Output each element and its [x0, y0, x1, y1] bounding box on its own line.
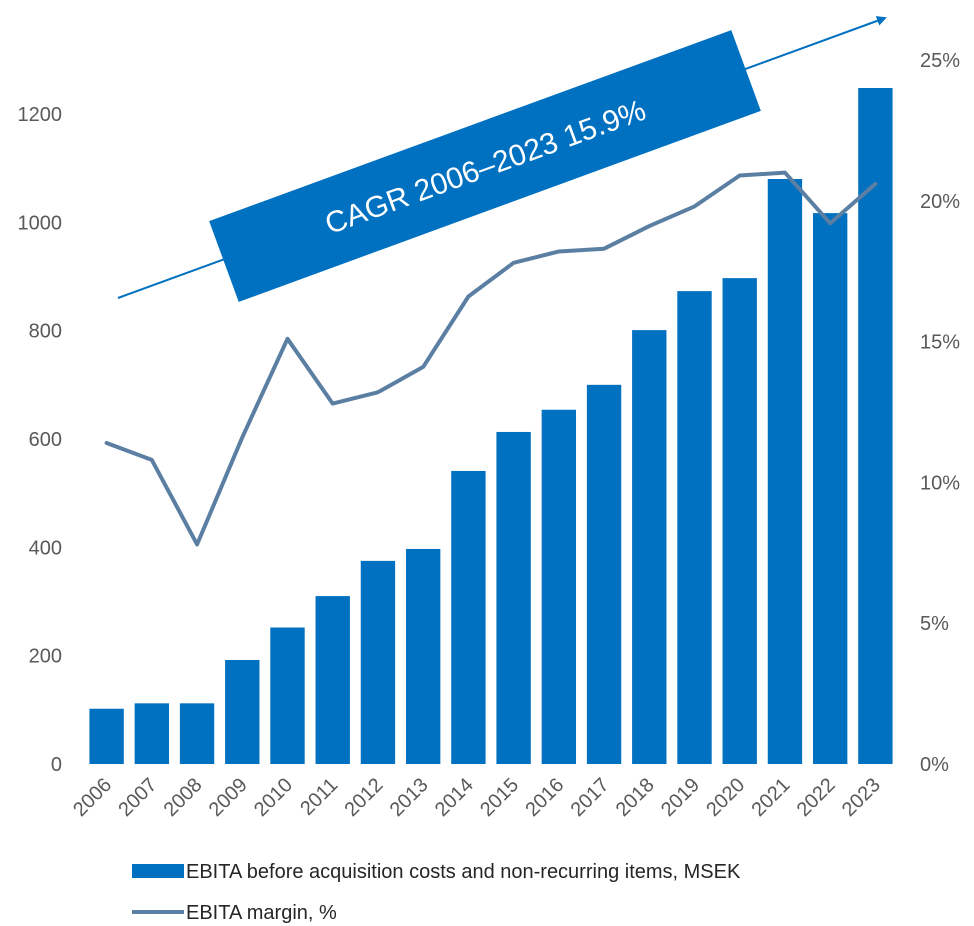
left-tick-label: 400	[29, 537, 62, 559]
x-tick-label: 2011	[296, 774, 342, 820]
bar-2017	[586, 384, 622, 764]
x-tick-label: 2018	[612, 774, 659, 821]
right-tick-label: 20%	[920, 191, 960, 213]
x-tick-label: 2012	[340, 774, 387, 821]
bar-2012	[360, 560, 396, 764]
x-tick-label: 2007	[114, 774, 161, 821]
x-tick-label: 2013	[386, 774, 433, 821]
bar-2014	[451, 470, 486, 764]
x-tick-label: 2019	[657, 774, 704, 821]
left-tick-label: 600	[29, 429, 62, 451]
right-tick-label: 5%	[920, 613, 949, 635]
legend-item-line: EBITA margin, %	[132, 902, 337, 924]
bar-2010	[270, 627, 305, 764]
x-tick-label: 2017	[567, 774, 614, 821]
legend-item-bars: EBITA before acquisition costs and non-r…	[132, 861, 741, 883]
right-y-axis: 0% 5% 10% 15% 20% 25%	[920, 50, 960, 776]
right-tick-label: 10%	[920, 472, 960, 494]
bar-2019	[677, 291, 712, 764]
x-tick-label: 2015	[476, 774, 523, 821]
bar-2016	[541, 409, 577, 764]
bar-2006	[89, 708, 124, 764]
left-tick-label: 1000	[18, 212, 63, 234]
left-tick-label: 0	[51, 754, 62, 776]
legend-bar-label: EBITA before acquisition costs and non-r…	[186, 861, 741, 883]
x-tick-label: 2008	[160, 774, 207, 821]
bar-2015	[496, 431, 531, 764]
left-y-axis: 0 200 400 600 800 1000 1200	[18, 104, 63, 776]
x-tick-label: 2016	[521, 774, 568, 821]
bar-2023	[858, 88, 893, 764]
bar-2013	[405, 548, 441, 764]
bar-2008	[179, 703, 215, 764]
margin-line-series	[104, 170, 878, 547]
x-tick-label: 2023	[838, 774, 885, 821]
cagr-banner	[209, 30, 761, 302]
x-tick-label: 2014	[431, 774, 478, 821]
bar-2007	[134, 703, 170, 764]
x-tick-label: 2009	[205, 774, 252, 821]
left-tick-label: 800	[29, 321, 62, 343]
right-tick-label: 25%	[920, 50, 960, 72]
bar-2009	[225, 660, 260, 764]
x-tick-label: 2020	[702, 774, 749, 821]
legend: EBITA before acquisition costs and non-r…	[132, 861, 741, 924]
right-tick-label: 15%	[920, 332, 960, 354]
bar-2022	[812, 213, 848, 764]
x-tick-label: 2021	[747, 774, 794, 821]
bar-series	[89, 88, 893, 764]
bar-2020	[722, 278, 757, 764]
x-tick-label: 2010	[250, 774, 297, 821]
x-tick-label: 2006	[69, 774, 116, 821]
left-tick-label: 1200	[18, 104, 63, 126]
margin-line	[104, 170, 878, 547]
left-tick-label: 200	[29, 646, 62, 668]
bar-2011	[315, 596, 350, 764]
bar-2021	[767, 179, 803, 764]
x-tick-label: 2022	[793, 774, 840, 821]
right-tick-label: 0%	[920, 754, 949, 776]
legend-line-label: EBITA margin, %	[186, 902, 337, 924]
bar-2018	[632, 330, 667, 764]
legend-bar-swatch	[132, 864, 184, 878]
